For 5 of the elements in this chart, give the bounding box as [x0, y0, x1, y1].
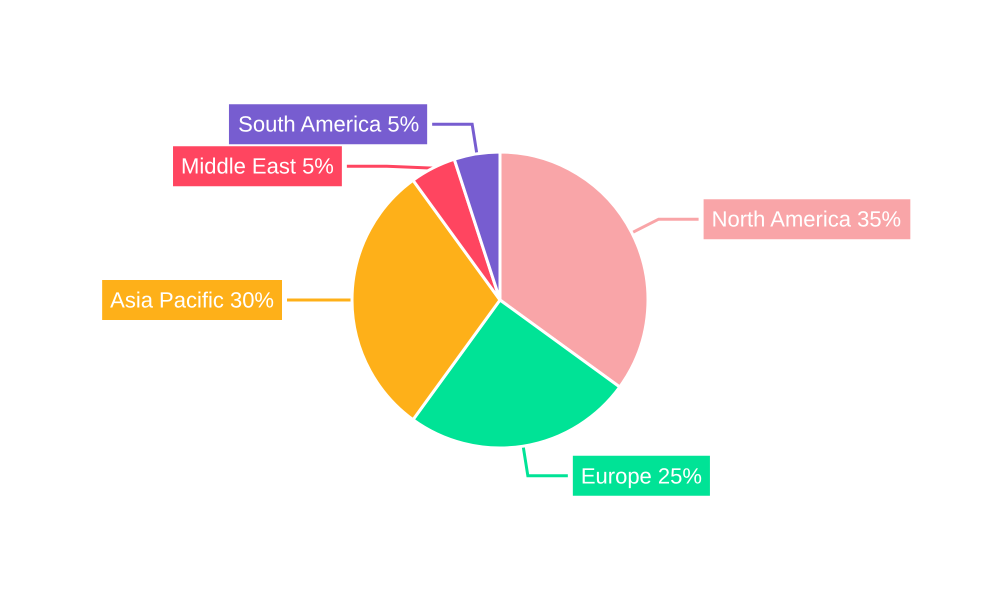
slice-label: North America 35% [712, 206, 902, 232]
slice-label: Asia Pacific 30% [110, 288, 274, 312]
slice-label: Europe 25% [580, 463, 702, 488]
slice-label: Middle East 5% [181, 154, 334, 179]
slice-label: South America 5% [238, 112, 420, 137]
